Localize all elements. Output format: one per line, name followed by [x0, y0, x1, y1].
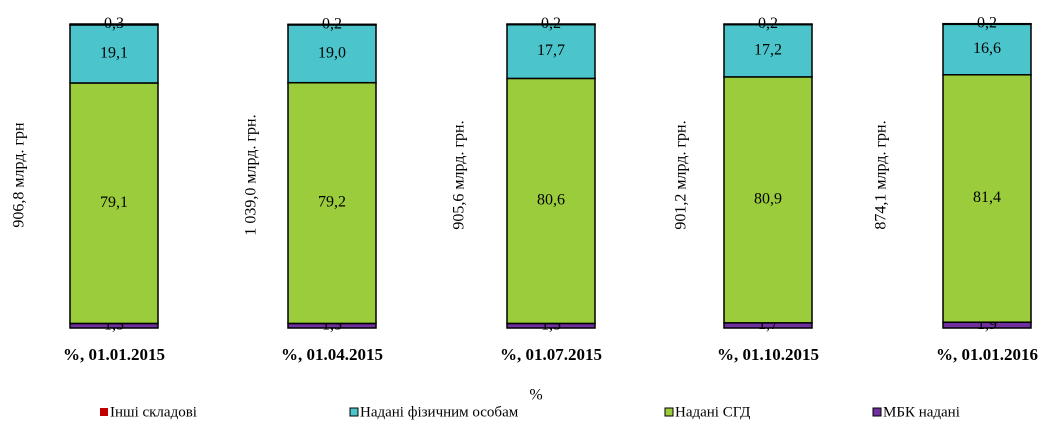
bar-segment: [723, 23, 813, 78]
bar-total-label: 905,6 млрд. грн.: [451, 120, 468, 229]
data-label: 19,1: [100, 45, 128, 62]
bar-segment: [69, 82, 159, 325]
x-tick-label: %, 01.01.2016: [936, 345, 1038, 364]
data-label: 79,2: [318, 194, 346, 211]
bar-segment: [506, 23, 596, 26]
legend-label: Інші складові: [110, 404, 197, 420]
x-tick-label: %, 01.01.2015: [63, 345, 165, 364]
bar-segment: [942, 23, 1032, 76]
data-label: 81,4: [973, 189, 1001, 206]
bar-segment: [942, 22, 1032, 26]
bar-segment: [723, 76, 813, 324]
data-label: 17,2: [754, 41, 782, 58]
bar-segment: [942, 74, 1032, 323]
data-label: 79,1: [100, 194, 128, 211]
data-label: 80,6: [537, 192, 565, 209]
bar-total-label: 874,1 млрд. грн.: [873, 120, 890, 229]
bar-segment: [723, 23, 813, 26]
x-tick-label: %, 01.10.2015: [717, 345, 819, 364]
bar-segment: [69, 23, 159, 26]
bar-segment: [287, 81, 377, 325]
data-label: 19,0: [318, 44, 346, 61]
x-tick-label: %, 01.07.2015: [500, 345, 602, 364]
data-label: 16,6: [973, 40, 1001, 57]
data-label: 0,2: [322, 15, 342, 32]
x-tick-label: %, 01.04.2015: [281, 345, 383, 364]
bar-segment: [287, 24, 377, 84]
data-label: 0,2: [977, 15, 997, 32]
legend-label: Надані СГД: [675, 404, 750, 420]
bar-segment: [506, 77, 596, 325]
bar-segment: [287, 23, 377, 26]
data-label: 0,3: [104, 15, 124, 32]
data-label: 17,7: [537, 42, 565, 59]
legend-swatch: [664, 407, 674, 417]
data-label: 80,9: [754, 191, 782, 208]
legend-label: МБК надані: [883, 404, 960, 420]
legend-swatch: [100, 408, 108, 416]
data-label: 0,2: [541, 15, 561, 32]
bar-total-label: 1 039,0 млрд. грн.: [243, 114, 260, 235]
bar-total-label: 906,8 млрд. грн: [11, 122, 28, 228]
legend-swatch: [349, 407, 359, 417]
bar-segment: [69, 24, 159, 84]
data-label: 0,2: [758, 15, 778, 32]
x-axis-label: %: [529, 387, 542, 404]
legend-label: Надані фізичним особам: [360, 404, 519, 420]
bar-total-label: 901,2 млрд. грн.: [673, 120, 690, 229]
legend-swatch: [872, 407, 882, 417]
